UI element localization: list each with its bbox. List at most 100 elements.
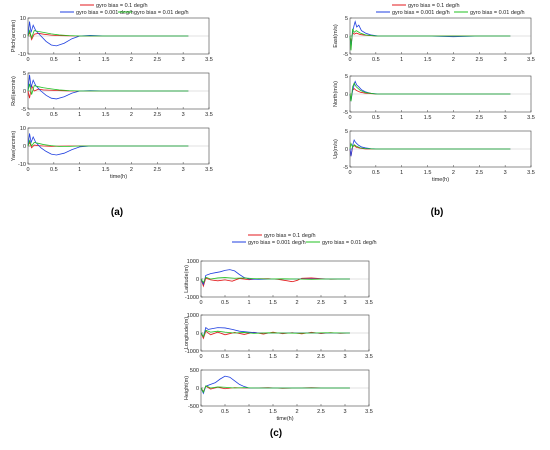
x-tick-label: 1: [78, 57, 81, 63]
x-tick-label: 2: [452, 170, 455, 176]
y-tick-label: 0: [196, 277, 199, 283]
y-axis-label: Roll(arcmin): [11, 76, 17, 106]
y-tick-label: -10: [18, 52, 26, 58]
x-tick-label: 0.5: [221, 300, 229, 306]
x-tick-label: 0.5: [372, 57, 380, 63]
x-tick-label: 3.5: [205, 112, 213, 118]
series-line-green: [200, 329, 350, 338]
x-tick-label: 2: [295, 354, 298, 360]
x-tick-label: 1: [400, 115, 403, 121]
x-tick-label: 3: [343, 409, 346, 415]
x-tick-label: 2.5: [153, 57, 161, 63]
legend-label: gyro bias = 0.01 deg/h: [470, 10, 525, 16]
series-line-green: [349, 142, 511, 150]
x-tick-label: 1.5: [269, 300, 277, 306]
x-tick-label: 2.5: [317, 354, 325, 360]
x-tick-label: 3.5: [365, 409, 373, 415]
x-tick-label: 1.5: [102, 112, 110, 118]
y-tick-label: 10: [20, 126, 26, 132]
x-tick-label: 3.5: [527, 57, 535, 63]
x-tick-label: 2.5: [153, 112, 161, 118]
legend-label: gyro bias = 0.001 deg/h: [248, 240, 306, 246]
series-line-green: [200, 385, 350, 394]
y-tick-label: 0: [196, 386, 199, 392]
x-tick-label: 1: [400, 170, 403, 176]
x-tick-label: 2.5: [475, 57, 483, 63]
x-tick-label: 1.5: [269, 409, 277, 415]
x-tick-label: 2: [452, 57, 455, 63]
x-tick-label: 2: [295, 300, 298, 306]
series-line-blue: [200, 375, 350, 395]
series-line-red: [200, 330, 350, 340]
legend-label: gyro bias = 0.001 deg/h: [392, 10, 450, 16]
x-tick-label: 0.5: [50, 57, 58, 63]
x-tick-label: 3: [504, 57, 507, 63]
series-line-green: [349, 82, 511, 102]
legend-label: gyro bias = 0.001 deg/h: [76, 10, 134, 16]
x-tick-label: 3: [343, 354, 346, 360]
series-line-blue: [349, 138, 511, 157]
y-axis-label: Latitude(m): [184, 265, 190, 293]
x-tick-label: 1.5: [424, 115, 432, 121]
y-axis-label: Longitude(m): [184, 317, 190, 350]
x-tick-label: 2: [130, 57, 133, 63]
series-line-green: [27, 83, 189, 95]
series-line-red: [27, 141, 189, 149]
y-tick-label: 0: [23, 34, 26, 40]
x-tick-label: 1: [78, 112, 81, 118]
x-tick-label: 2: [452, 115, 455, 121]
y-tick-label: -5: [343, 52, 348, 58]
x-tick-label: 2: [295, 409, 298, 415]
y-tick-label: -10: [18, 162, 26, 168]
y-tick-label: -5: [343, 110, 348, 116]
y-tick-label: 1000: [187, 259, 199, 265]
x-tick-label: 0: [348, 170, 351, 176]
x-tick-label: 0.5: [221, 409, 229, 415]
x-tick-label: 2: [130, 167, 133, 173]
x-tick-label: 2.5: [475, 170, 483, 176]
x-tick-label: 1: [78, 167, 81, 173]
x-tick-label: 2: [130, 112, 133, 118]
x-tick-label: 1.5: [102, 167, 110, 173]
x-tick-label: 1: [400, 57, 403, 63]
x-tick-label: 3.5: [365, 354, 373, 360]
x-tick-label: 0.5: [50, 112, 58, 118]
y-tick-label: -1000: [185, 295, 199, 301]
y-tick-label: -1000: [185, 349, 199, 355]
x-axis-label: time(h): [110, 174, 127, 180]
y-tick-label: 0: [23, 89, 26, 95]
legend-label: gyro bias = 0.01 deg/h: [322, 240, 377, 246]
y-tick-label: 5: [345, 129, 348, 135]
x-tick-label: 1.5: [424, 170, 432, 176]
y-tick-label: 10: [20, 16, 26, 22]
y-axis-label: North(m/s): [333, 81, 339, 107]
x-tick-label: 1.5: [424, 57, 432, 63]
x-tick-label: 3: [182, 112, 185, 118]
y-tick-label: -5: [343, 165, 348, 171]
x-tick-label: 3: [504, 115, 507, 121]
y-axis-label: East(m/s): [333, 24, 339, 48]
series-line-green: [27, 139, 189, 147]
series-line-green: [200, 276, 350, 284]
y-axis-label: Up(m/s): [333, 139, 339, 159]
x-axis-label: time(h): [432, 177, 449, 183]
y-tick-label: 0: [23, 144, 26, 150]
y-tick-label: 5: [23, 71, 26, 77]
legend-label: gyro bias = 0.1 deg/h: [408, 3, 460, 9]
x-axis-label: time(h): [276, 416, 293, 422]
x-tick-label: 3.5: [527, 170, 535, 176]
x-tick-label: 1: [247, 354, 250, 360]
x-tick-label: 0.5: [221, 354, 229, 360]
